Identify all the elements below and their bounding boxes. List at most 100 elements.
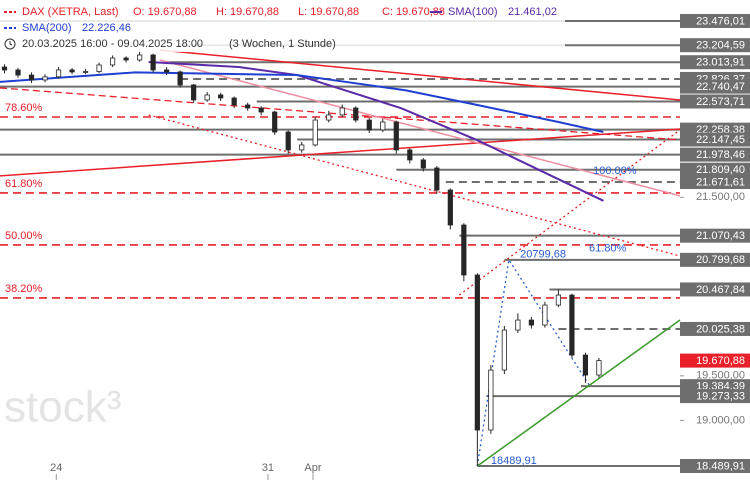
level-label: 19.273,33: [696, 390, 745, 402]
candle-body: [380, 121, 386, 131]
trendline: [0, 128, 681, 177]
level-label-box: [680, 458, 750, 473]
level-label: 21.978,46: [696, 149, 745, 161]
ohlc-label: L: 19.670,88: [298, 6, 359, 18]
legend-name: DAX (XETRA, Last): [22, 6, 119, 18]
candle-body: [69, 69, 75, 73]
trendline: [0, 87, 681, 141]
candle-body: [15, 69, 21, 76]
trendline: [476, 319, 681, 467]
candle-body: [55, 69, 62, 78]
candle-body: [555, 294, 562, 306]
candle-body: [393, 121, 399, 151]
level-label: 22.740,47: [696, 81, 745, 93]
candle-body: [501, 329, 507, 371]
candle-body: [542, 304, 548, 326]
moving-average: [148, 61, 604, 202]
level-label-box: [680, 55, 750, 70]
fib-label: 38.20%: [5, 283, 43, 295]
level-label-box: [680, 389, 750, 404]
candle-body: [150, 54, 156, 71]
level-label: 23.013,91: [696, 57, 745, 69]
moving-average: [0, 71, 604, 133]
candle-body: [515, 319, 521, 331]
fib-label: 78.60%: [5, 102, 43, 114]
trendline: [159, 49, 681, 101]
candle-body: [42, 76, 48, 81]
y-tick-label: 19.500,00: [696, 370, 745, 382]
level-label: 18.489,91: [696, 460, 745, 472]
level-label-box: [680, 13, 750, 28]
candle-body: [596, 360, 602, 376]
legend-name: SMA(200): [22, 22, 72, 34]
annotation: 61.80%: [589, 242, 627, 254]
candle-body: [366, 119, 372, 131]
candle-body: [191, 84, 197, 101]
ohlc-label: O: 19.670,88: [133, 6, 197, 18]
candle-body: [420, 159, 426, 169]
candle-body: [285, 131, 291, 151]
fib-label: 50.00%: [5, 230, 43, 242]
fib-label: 61.80%: [5, 178, 43, 190]
clock-hand: [9, 41, 13, 46]
level-label: 20.025,38: [696, 323, 745, 335]
last-price-box: [680, 353, 750, 368]
candle-body: [123, 57, 129, 61]
period: 20.03.2025 16:00 - 09.04.2025 18:00: [22, 38, 203, 50]
level-label: 21.070,43: [696, 230, 745, 242]
candle-body: [96, 64, 102, 72]
level-label-box: [680, 94, 750, 109]
candle-body: [353, 107, 359, 121]
level-label-box: [680, 147, 750, 162]
candle-body: [231, 97, 237, 106]
candle-body: [272, 111, 278, 133]
candle-body: [137, 54, 143, 61]
candle-body: [109, 57, 116, 66]
annotation: 100.00%: [593, 165, 637, 177]
candle-body: [407, 149, 413, 161]
candle-body: [258, 107, 264, 113]
candle-body: [164, 69, 170, 73]
level-label: 21.809,40: [696, 164, 745, 176]
x-tick-label: Apr: [304, 462, 321, 474]
level-label: 20.467,84: [696, 284, 745, 296]
clock-icon: [4, 38, 16, 50]
legend-bg: [0, 2, 565, 52]
legend-value: 22.226,46: [82, 22, 131, 34]
trendline: [159, 59, 681, 197]
level-label-box: [680, 252, 750, 267]
y-tick-label: 21.500,00: [696, 191, 745, 203]
candle-body: [569, 294, 575, 356]
candle-body: [447, 189, 453, 226]
candle-body: [218, 94, 224, 99]
candle-body: [245, 104, 251, 109]
period-note: (3 Wochen, 1 Stunde): [229, 38, 336, 50]
annotation: 18489,91: [491, 455, 537, 467]
level-label-box: [680, 175, 750, 190]
legend-value: 21.461,02: [508, 6, 557, 18]
candle-body: [28, 74, 35, 81]
watermark: stock³: [4, 383, 121, 432]
candle-body: [1, 66, 8, 71]
level-label: 20.799,68: [696, 254, 745, 266]
x-tick-label: 24: [50, 462, 62, 474]
candle-body: [82, 71, 89, 73]
trendline: [458, 129, 681, 296]
ohlc-label: H: 19.670,88: [216, 6, 279, 18]
level-label-box: [680, 79, 750, 94]
candle-body: [461, 224, 467, 276]
candle-body: [312, 119, 318, 146]
level-label: 21.671,61: [696, 176, 745, 188]
annotation: 20799,68: [520, 249, 566, 261]
level-label-box: [680, 162, 750, 177]
level-label: 23.204,59: [696, 40, 745, 52]
candle-body: [177, 71, 183, 86]
candle-body: [326, 114, 332, 121]
y-tick-label: 19.000,00: [696, 414, 745, 426]
level-label-box: [680, 228, 750, 243]
last-price-label: 19.670,88: [696, 355, 745, 367]
candle-body: [528, 319, 534, 326]
level-label-box: [680, 282, 750, 297]
